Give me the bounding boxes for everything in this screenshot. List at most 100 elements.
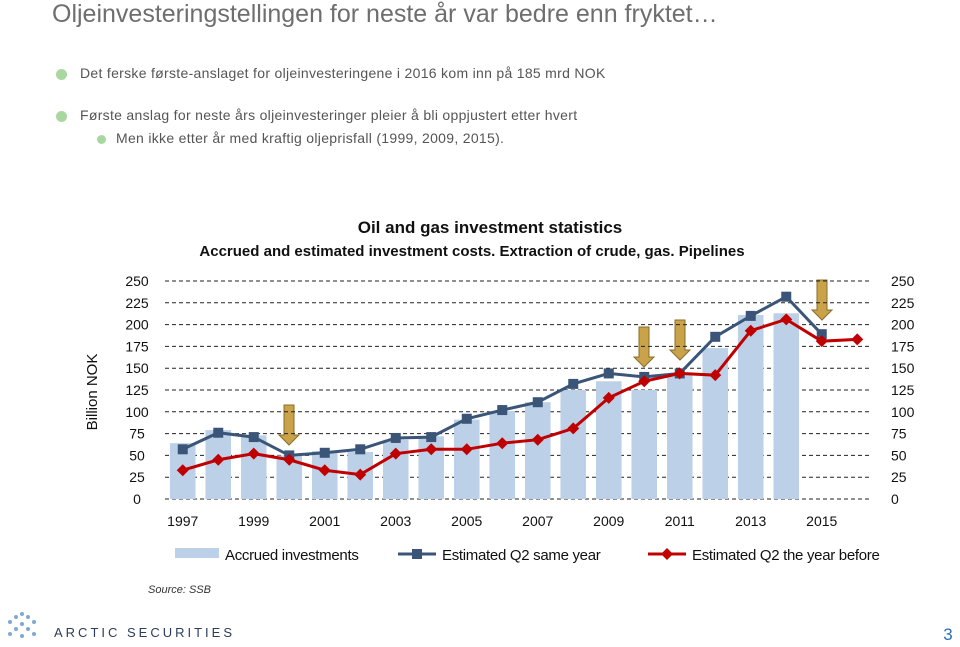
legend-swatch (175, 548, 219, 558)
point (781, 291, 792, 302)
point (851, 333, 864, 346)
point (673, 367, 686, 380)
y2-tick-label: 25 (891, 469, 907, 485)
point (177, 444, 188, 455)
chart-title: Oil and gas investment statistics (358, 218, 623, 237)
point (425, 443, 438, 456)
y-tick-label: 250 (125, 273, 149, 289)
y2-tick-label: 75 (891, 426, 907, 442)
point (318, 464, 331, 477)
point (426, 432, 437, 443)
y2-tick-label: 250 (891, 273, 915, 289)
bullet: Men ikke etter år med kraftig oljeprisfa… (116, 130, 505, 146)
y-tick-label: 0 (133, 491, 141, 507)
point (602, 391, 615, 404)
point (603, 368, 614, 379)
legend-label: Accrued investments (225, 547, 359, 564)
y2-tick-label: 150 (891, 360, 915, 376)
source: Source: SSB (148, 584, 211, 596)
point (389, 447, 402, 460)
point (744, 324, 757, 337)
bar (240, 435, 267, 499)
bar (489, 410, 516, 499)
point (212, 453, 225, 466)
point (319, 447, 330, 458)
point (213, 427, 224, 438)
y-tick-label: 175 (125, 338, 149, 354)
bar (560, 390, 587, 499)
point (709, 369, 722, 382)
point (461, 413, 472, 424)
point (460, 443, 473, 456)
bar (453, 419, 480, 499)
legend-marker (412, 549, 422, 559)
slide-title: Oljeinvesteringstellingen for neste år v… (52, 0, 718, 28)
point (815, 335, 828, 348)
point (710, 331, 721, 342)
point (355, 444, 366, 455)
y-tick-label: 25 (129, 469, 145, 485)
y-tick-label: 75 (129, 426, 145, 442)
y2-tick-label: 0 (891, 491, 899, 507)
arrow (277, 404, 301, 446)
legend-marker (661, 548, 673, 560)
y-axis-label: Billion NOK (84, 354, 101, 431)
y2-tick-label: 100 (891, 404, 915, 420)
arrow (632, 326, 656, 368)
point (390, 432, 401, 443)
bullet-dot (56, 111, 67, 122)
y-tick-label: 125 (125, 382, 149, 398)
x-tick-label: 2013 (735, 513, 766, 529)
point (532, 397, 543, 408)
x-tick-label: 2005 (451, 513, 482, 529)
x-tick-label: 2015 (806, 513, 837, 529)
y-tick-label: 200 (125, 317, 149, 333)
arrow (810, 279, 834, 321)
x-tick-label: 2009 (593, 513, 624, 529)
y2-tick-label: 175 (891, 338, 915, 354)
x-tick-label: 2007 (522, 513, 553, 529)
point (567, 422, 580, 435)
logo-mark (8, 612, 36, 638)
bar (631, 390, 658, 499)
point (496, 437, 509, 450)
y2-tick-label: 225 (891, 295, 915, 311)
arrow (668, 319, 692, 361)
point (354, 468, 367, 481)
point (531, 433, 544, 446)
bullet-dot (97, 135, 106, 144)
x-tick-label: 2003 (380, 513, 411, 529)
x-tick-label: 1999 (238, 513, 269, 529)
point (745, 310, 756, 321)
x-tick-label: 2001 (309, 513, 340, 529)
chart-subtitle: Accrued and estimated investment costs. … (199, 243, 744, 260)
y-tick-label: 150 (125, 360, 149, 376)
point (248, 432, 259, 443)
page-number: 3 (943, 625, 952, 644)
legend-label: Estimated Q2 the year before (692, 547, 880, 564)
point (497, 405, 508, 416)
x-tick-label: 1997 (167, 513, 198, 529)
y2-tick-label: 200 (891, 317, 915, 333)
y2-tick-label: 125 (891, 382, 915, 398)
arrows (277, 279, 834, 446)
bar (737, 315, 764, 499)
point (816, 329, 827, 340)
point (283, 453, 296, 466)
bullet: Første anslag for neste års oljeinvester… (80, 107, 578, 123)
y-tick-label: 225 (125, 295, 149, 311)
bar (524, 402, 551, 499)
bar (666, 374, 693, 499)
company-name: ARCTIC SECURITIES (54, 625, 235, 640)
point (247, 447, 260, 460)
x-tick-label: 2011 (665, 513, 695, 529)
line (182, 317, 858, 477)
point (780, 313, 793, 326)
legend-label: Estimated Q2 same year (442, 547, 601, 564)
point (638, 375, 651, 388)
y2-tick-label: 50 (891, 447, 907, 463)
y-tick-label: 50 (129, 447, 145, 463)
bar (773, 313, 800, 499)
